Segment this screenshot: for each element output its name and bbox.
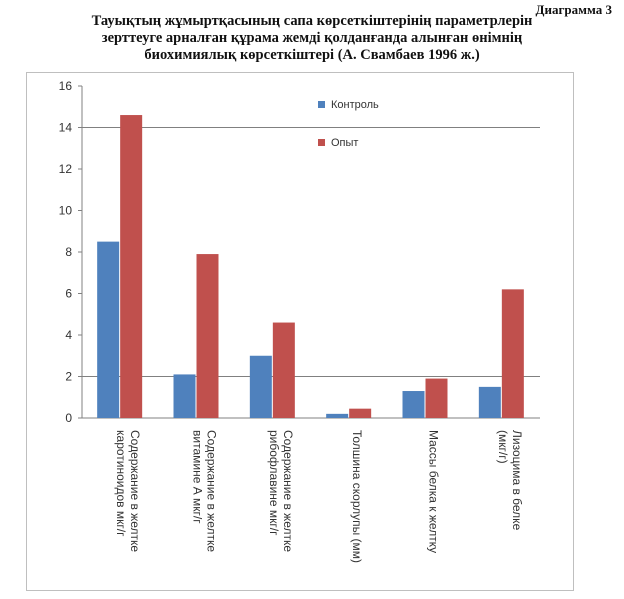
chart-title: Тауықтың жұмыртқасының сапа көрсеткіштер… — [0, 13, 624, 64]
bar-control-0 — [97, 241, 120, 418]
category-label: Толшина скорлупы (мм) — [350, 430, 364, 563]
y-tick-label: 4 — [65, 328, 72, 342]
category-label: Лизоцима в белке — [510, 430, 524, 531]
bars — [97, 115, 524, 419]
y-tick-label: 6 — [65, 287, 72, 301]
bar-control-3 — [326, 413, 349, 418]
y-tick-label: 16 — [59, 79, 73, 93]
gridlines — [82, 127, 540, 377]
bar-experiment-5 — [501, 289, 524, 418]
bar-experiment-2 — [272, 322, 295, 418]
legend: Контроль Опыт — [318, 99, 379, 149]
bar-control-5 — [478, 386, 501, 418]
category-label: рибофлавине мкг/г — [267, 430, 281, 536]
legend-swatch-experiment — [318, 139, 325, 146]
y-tick-label: 12 — [59, 162, 73, 176]
bar-experiment-4 — [425, 378, 448, 418]
y-tick-label: 0 — [65, 411, 72, 425]
bar-control-4 — [402, 391, 425, 418]
category-label: Содержание в желтке — [205, 430, 219, 552]
figure-caption: Диаграмма 3 — [535, 2, 612, 17]
bar-control-1 — [173, 374, 196, 418]
legend-label-experiment: Опыт — [331, 137, 358, 149]
y-tick-label: 8 — [65, 245, 72, 259]
title-line-3: биохимиялық көрсеткіштері (А. Свамбаев 1… — [144, 47, 480, 63]
category-label: каротиноидов мкг/г — [114, 430, 128, 537]
y-tick-label: 10 — [59, 204, 73, 218]
category-label: витамине А мкг/г — [191, 430, 205, 524]
category-label: Массы белка к желтку — [427, 430, 441, 553]
category-label: (мкг/г) — [496, 430, 510, 464]
y-tick-label: 2 — [65, 370, 72, 384]
y-axis: 0 2 4 6 8 10 12 14 16 — [59, 79, 540, 425]
bar-experiment-3 — [349, 408, 372, 418]
category-label: Содержание в желтке — [281, 430, 295, 552]
legend-swatch-control — [318, 101, 325, 108]
title-line-2: зерттеуге арналған құрама жемді қолданға… — [101, 30, 523, 46]
bar-experiment-0 — [120, 115, 143, 419]
title-line-1: Тауықтың жұмыртқасының сапа көрсеткіштер… — [91, 13, 533, 29]
y-tick-label: 14 — [59, 121, 73, 135]
chart-frame — [26, 72, 574, 591]
legend-label-control: Контроль — [331, 99, 379, 111]
bar-control-2 — [249, 355, 272, 418]
bar-experiment-1 — [196, 254, 219, 418]
category-label: Содержание в желтке — [128, 430, 142, 552]
